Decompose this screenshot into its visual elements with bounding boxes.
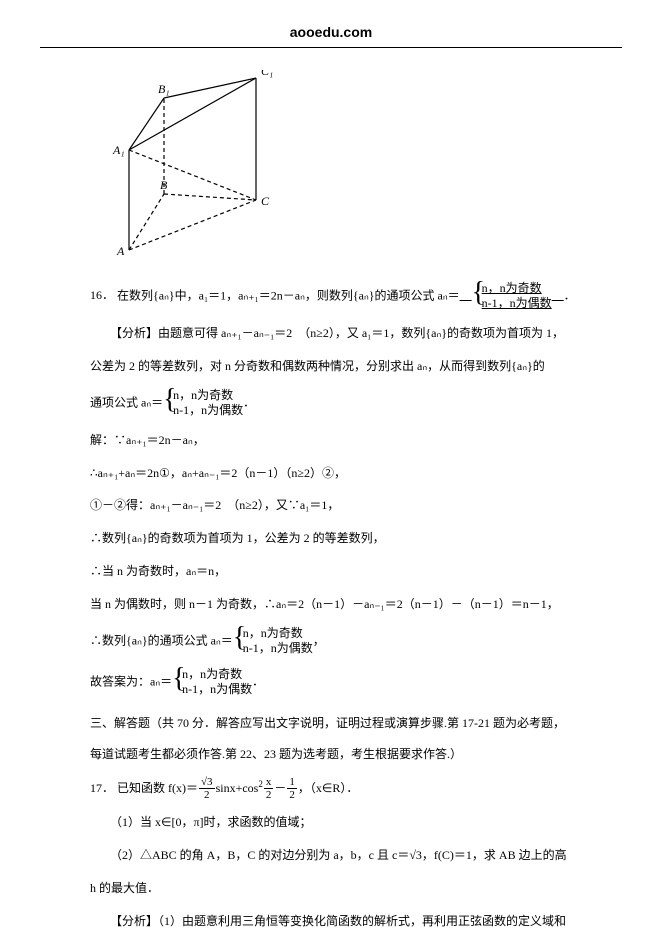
sup-2: 2	[258, 779, 263, 789]
svg-text:A₁: A₁	[112, 143, 125, 157]
svg-text:A: A	[116, 244, 125, 255]
q16-sol-l3: ①－②得：aₙ₊₁－aₙ₋₁＝2 （n≥2），又∵a₁＝1，	[90, 494, 597, 517]
piecewise-row: n-1，n为偶数	[182, 682, 252, 698]
svg-text:C₁: C₁	[261, 70, 273, 78]
piecewise-row: n，n为奇数	[173, 388, 243, 404]
q17-number: 17．	[90, 781, 114, 795]
q16-sol-l5: ∴当 n 为奇数时，aₙ＝n，	[90, 560, 597, 583]
piecewise-row-even: n-1，n为偶数	[482, 296, 552, 312]
q16-number: 16．	[90, 288, 114, 302]
q17-stem-suf: ，（x∈R）．	[298, 781, 358, 795]
q16-answer: 故答案为：aₙ＝ { n，n为奇数 n-1，n为偶数 ．	[90, 667, 597, 698]
sol-l7-pre: ∴数列{aₙ}的通项公式 aₙ＝	[90, 633, 233, 647]
q17-analysis-label: 【分析】	[110, 914, 158, 928]
ans-pre: 故答案为：aₙ＝	[90, 674, 172, 688]
frac-x-over-2: x2	[264, 776, 274, 801]
q16-analysis-l3: 通项公式 aₙ＝ { n，n为奇数 n-1，n为偶数 ．	[90, 388, 597, 419]
q16-sol-l4: ∴数列{aₙ}的奇数项为首项为 1，公差为 2 的等差数列，	[90, 527, 597, 550]
svg-text:B: B	[160, 178, 168, 192]
svg-text:B₁: B₁	[158, 82, 170, 96]
q17-part2b: h 的最大值．	[90, 877, 597, 900]
prism-diagram: A B C A₁ B₁ C₁	[108, 70, 597, 263]
prism-svg: A B C A₁ B₁ C₁	[108, 70, 288, 255]
header-url: aooedu.com	[0, 24, 662, 40]
q17-analysis: 【分析】（1）由题意利用三角恒等变换化简函数的解析式，再利用正弦函数的定义域和	[110, 910, 597, 933]
q16-analysis-l1: 【分析】由题意可得 aₙ₊₁－aₙ₋₁＝2 （n≥2），又 a₁＝1，数列{aₙ…	[110, 322, 597, 345]
section3-head-l1: 三、解答题（共 70 分．解答应写出文字说明，证明过程或演算步骤.第 17-21…	[90, 712, 597, 735]
sol-l7-suf: ，	[313, 633, 325, 647]
content-area: A B C A₁ B₁ C₁ 16．在数列{aₙ}中，a₁＝1，aₙ₊₁＝2n－aₙ，则数…	[90, 70, 597, 943]
piecewise-2: { n，n为奇数 n-1，n为偶数	[163, 388, 243, 419]
q16-analysis-l2: 公差为 2 的等差数列，对 n 分奇数和偶数两种情况，分别求出 aₙ，从而得到数…	[90, 355, 597, 378]
analysis-l3-pre: 通项公式 aₙ＝	[90, 395, 163, 409]
q16-stem: 16．在数列{aₙ}中，a₁＝1，aₙ₊₁＝2n－aₙ，则数列{aₙ}的通项公式…	[90, 281, 597, 312]
q16-stem-b: ．	[564, 288, 576, 302]
piecewise-row: n，n为奇数	[182, 667, 252, 683]
ans-suf: ．	[252, 674, 264, 688]
page: aooedu.com A B C A₁ B₁ C₁ 16．在数列{aₙ}中，a₁＝1，aₙ…	[0, 0, 662, 936]
piecewise-4: { n，n为奇数 n-1，n为偶数	[172, 667, 252, 698]
header-rule	[40, 47, 622, 48]
q17-part1: （1）当 x∈[0，π]时，求函数的值域；	[110, 811, 597, 834]
frac-sqrt3-over-2: √32	[199, 776, 215, 801]
q17-stem: 17．已知函数 f(x)＝√32sinx+cos2x2－12，（x∈R）．	[90, 776, 597, 802]
analysis-label: 【分析】	[110, 326, 158, 340]
piecewise-row: n-1，n为偶数	[173, 403, 243, 419]
section3-head-l2: 每道试题考生都必须作答.第 22、23 题为选考题，考生根据要求作答.）	[90, 743, 597, 766]
q17-mid1: sinx+cos	[216, 781, 259, 795]
q17-mid2: －	[274, 781, 286, 795]
piecewise-row: n-1，n为偶数	[243, 641, 313, 657]
q16-sol-l7: ∴数列{aₙ}的通项公式 aₙ＝ { n，n为奇数 n-1，n为偶数 ，	[90, 626, 597, 657]
piecewise-row-odd: n，n为奇数	[482, 281, 552, 297]
q17-analysis-text: （1）由题意利用三角恒等变换化简函数的解析式，再利用正弦函数的定义域和	[158, 914, 566, 928]
piecewise-row: n，n为奇数	[243, 626, 313, 642]
q16-sol-l6: 当 n 为偶数时，则 n－1 为奇数，∴aₙ＝2（n－1）－aₙ₋₁＝2（n－1…	[90, 593, 597, 616]
svg-text:C: C	[261, 194, 270, 208]
q16-answer-piecewise: { n，n为奇数 n-1，n为偶数	[472, 281, 552, 312]
q16-sol-l1: 解：∵aₙ₊₁＝2n－aₙ，	[90, 429, 597, 452]
analysis-text-1: 由题意可得 aₙ₊₁－aₙ₋₁＝2 （n≥2），又 a₁＝1，数列{aₙ}的奇数…	[158, 326, 564, 340]
q17-stem-pre: 已知函数 f(x)＝	[117, 781, 198, 795]
analysis-l3-suf: ．	[243, 395, 255, 409]
frac-1-over-2: 12	[287, 776, 297, 801]
q16-stem-a: 在数列{aₙ}中，a₁＝1，aₙ₊₁＝2n－aₙ，则数列{aₙ}的通项公式 aₙ…	[117, 288, 460, 302]
piecewise-3: { n，n为奇数 n-1，n为偶数	[233, 626, 313, 657]
q16-sol-l2: ∴aₙ₊₁+aₙ＝2n①，aₙ+aₙ₋₁＝2（n－1）（n≥2）②，	[90, 462, 597, 485]
q17-part2a: （2）△ABC 的角 A，B，C 的对边分别为 a，b，c 且 c＝√3，f(C…	[110, 844, 597, 867]
